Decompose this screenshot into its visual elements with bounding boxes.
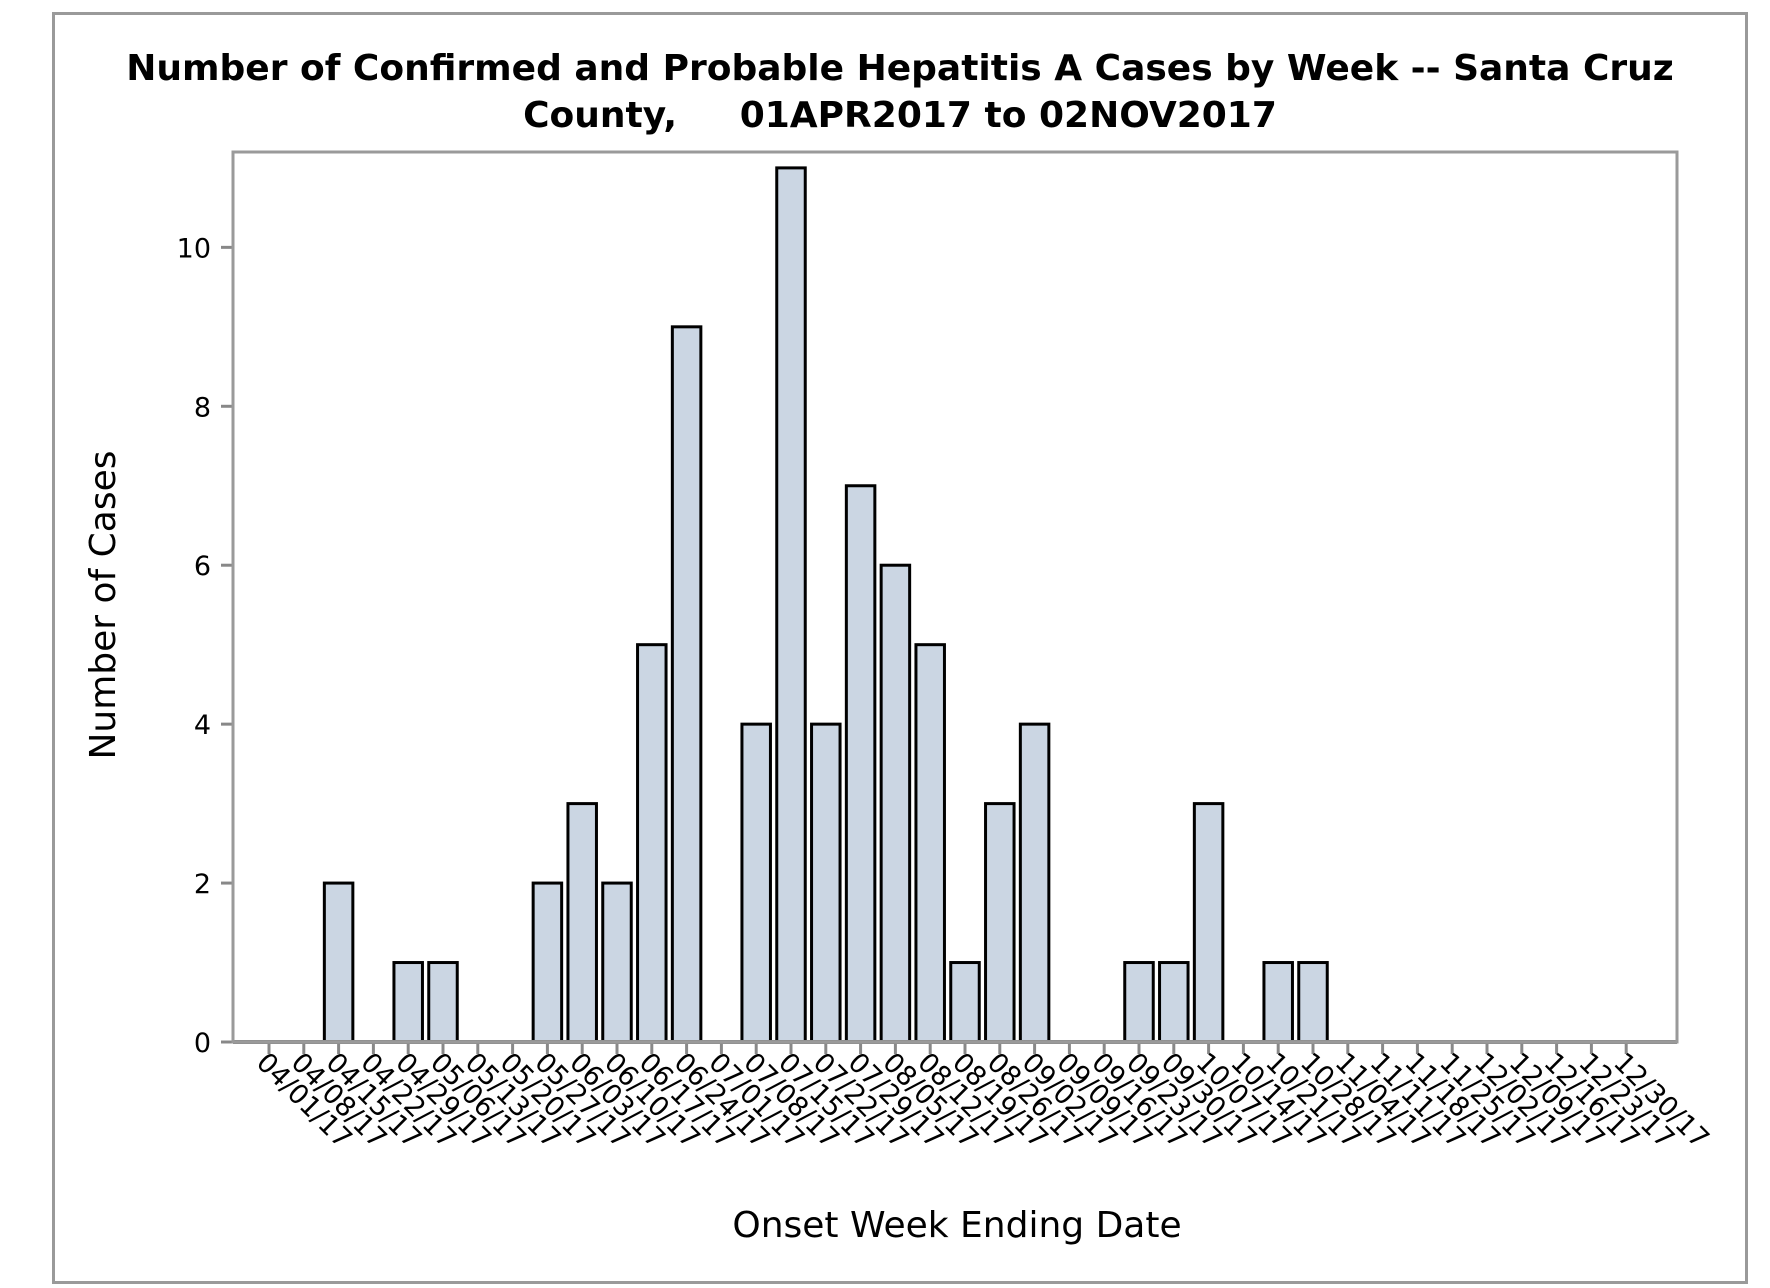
bar — [844, 484, 877, 1044]
bar — [775, 166, 807, 1044]
chart-title-line2: County, 01APR2017 to 02NOV2017 — [523, 95, 1277, 136]
bar — [1297, 961, 1329, 1044]
bar — [601, 881, 633, 1044]
bar — [1262, 961, 1294, 1044]
bar — [810, 722, 842, 1044]
y-tick-label: 10 — [177, 233, 211, 264]
x-axis: 04/01/1704/08/1704/15/1704/22/1704/29/17… — [233, 1040, 1715, 1155]
bar — [984, 802, 1016, 1044]
plot-area-border — [231, 150, 1679, 1044]
y-tick-label: 0 — [194, 1028, 211, 1059]
y-tick-label: 2 — [194, 869, 211, 900]
y-tick-label: 8 — [194, 392, 211, 423]
bar — [1192, 802, 1225, 1044]
bar — [1123, 961, 1155, 1044]
bar — [914, 643, 946, 1044]
chart-frame: Number of Confirmed and Probable Hepatit… — [52, 12, 1748, 1284]
y-tick-label: 6 — [194, 551, 211, 582]
y-axis-title: Number of Cases — [83, 450, 124, 759]
chart-canvas: Number of Confirmed and Probable Hepatit… — [83, 48, 1715, 1246]
bar — [740, 722, 772, 1044]
bar — [322, 881, 355, 1044]
y-tick-label: 4 — [194, 710, 211, 741]
x-axis-title: Onset Week Ending Date — [732, 1205, 1181, 1246]
bars — [254, 166, 1641, 1044]
bar — [1158, 961, 1190, 1044]
bar — [566, 802, 598, 1044]
bar — [879, 563, 912, 1044]
bar — [1018, 722, 1051, 1044]
bar — [636, 643, 668, 1044]
bar — [670, 325, 703, 1044]
bar — [949, 961, 981, 1044]
bar — [427, 961, 459, 1044]
bar — [392, 961, 424, 1044]
bar — [531, 881, 564, 1044]
y-axis: 0 2 4 6 8 10 — [177, 233, 233, 1059]
chart-title-line1: Number of Confirmed and Probable Hepatit… — [126, 48, 1673, 89]
